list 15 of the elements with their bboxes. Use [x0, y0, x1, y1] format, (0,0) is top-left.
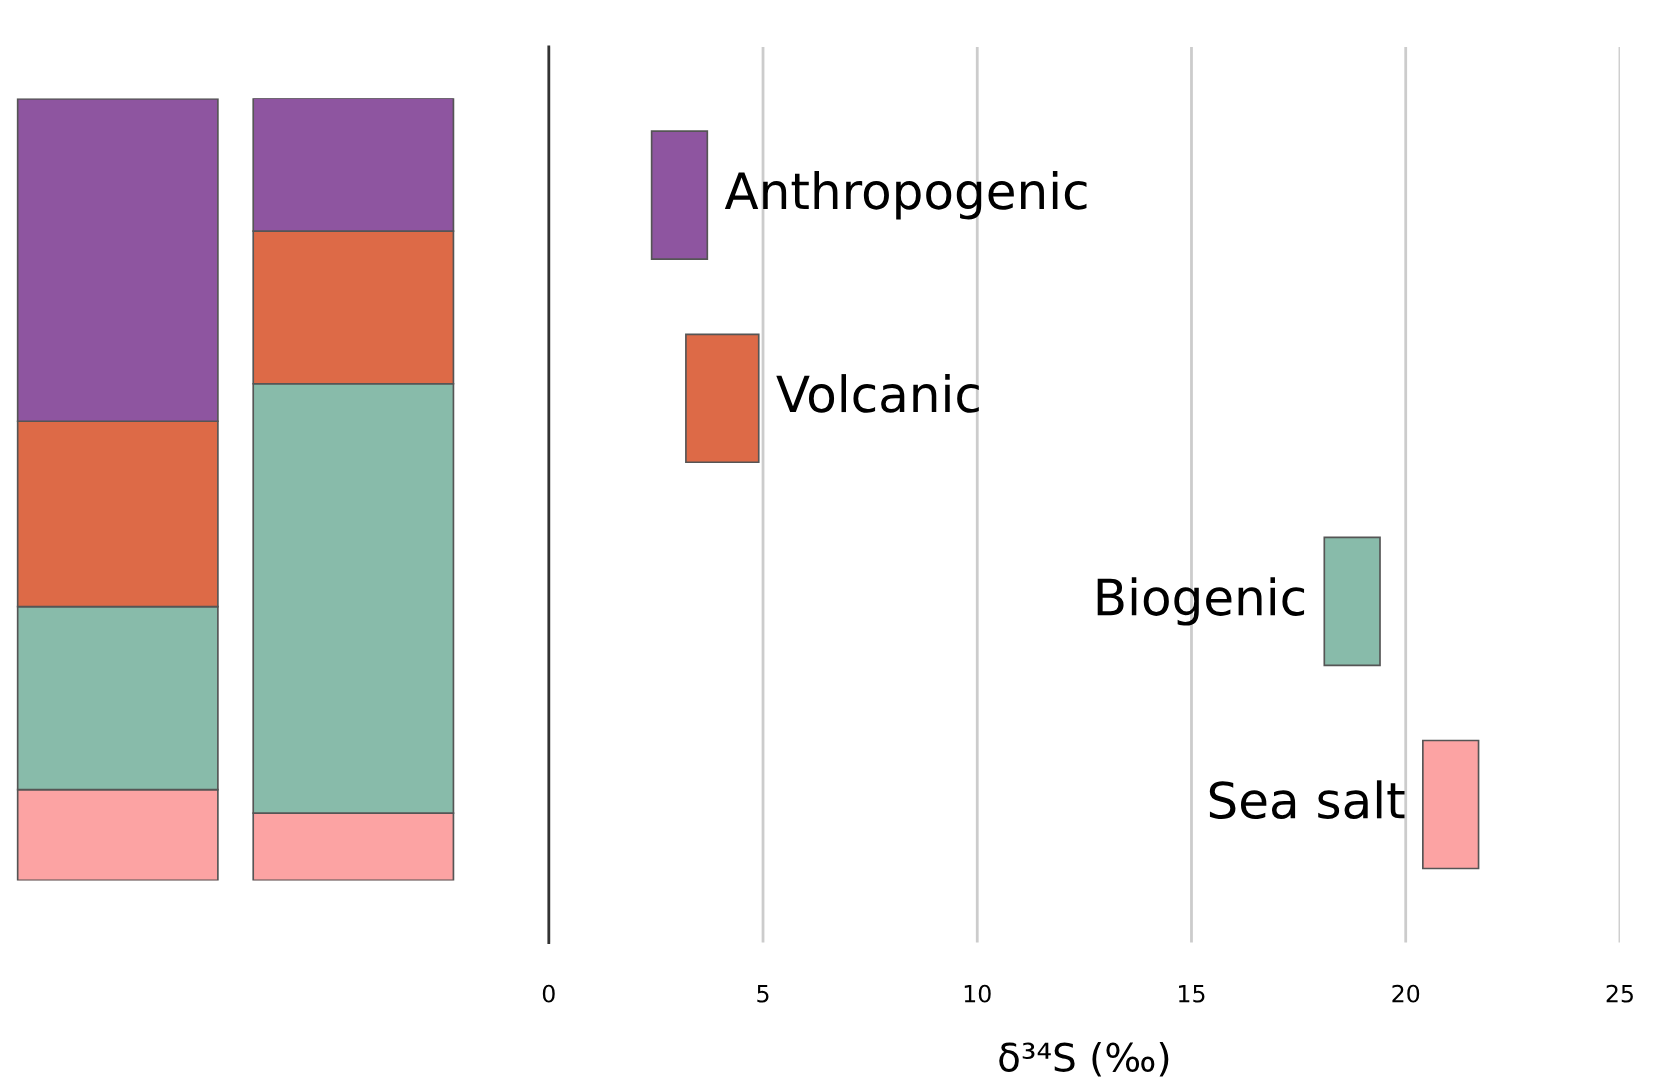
- y-tick-label: Volcanic: [776, 374, 979, 413]
- x-tick-label: 5: [757, 985, 769, 1003]
- bar: [1422, 739, 1480, 870]
- x-tick-label: 15: [1179, 985, 1205, 1003]
- y-tick-label: Biogenic: [1097, 577, 1305, 626]
- x-tick-label: 25: [1606, 984, 1633, 1003]
- bar: [685, 333, 760, 464]
- x-tick-label: 10: [964, 984, 991, 1003]
- x-tick-label: 20: [1392, 984, 1420, 1003]
- y-tick-label: Sea salt: [1209, 780, 1405, 820]
- bar: [650, 130, 709, 260]
- x-axis-title: δ³⁴S (‰): [999, 1041, 1169, 1077]
- y-tick-label: Anthropogenic: [724, 170, 1087, 220]
- bar: [1323, 536, 1381, 667]
- x-tick-label: 0: [542, 984, 555, 1003]
